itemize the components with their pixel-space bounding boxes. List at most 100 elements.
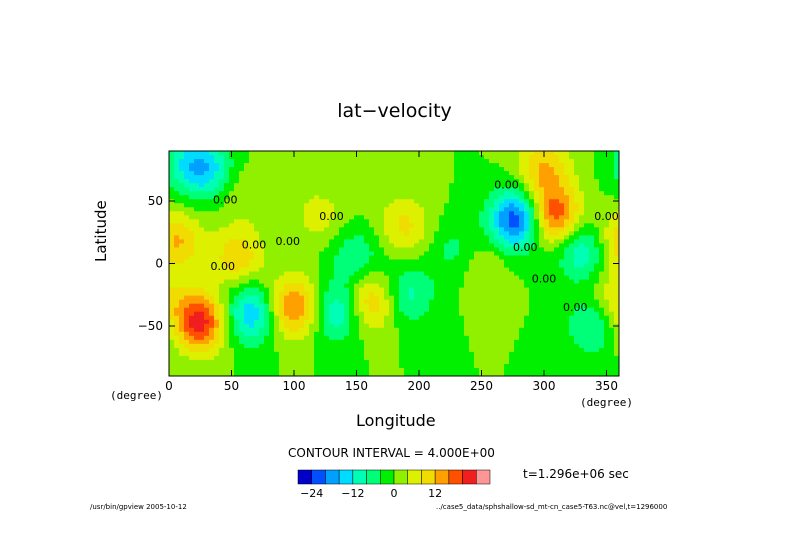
heat-cell [494,311,500,317]
heat-cell [509,259,515,265]
heat-cell [249,263,255,269]
heat-cell [599,195,605,200]
heat-cell [599,371,605,376]
heat-cell [474,231,480,236]
heat-cell [609,163,615,168]
heat-cell [279,231,285,236]
heat-cell [199,371,205,376]
heat-cell [539,199,545,204]
heat-cell [274,223,280,228]
heat-cell [304,171,310,176]
heat-cell [439,231,445,236]
heat-cell [514,315,520,321]
heat-cell [494,367,500,373]
heat-cell [304,291,310,297]
heat-cell [559,259,565,265]
heat-cell [524,159,530,164]
heat-cell [334,359,340,365]
heat-cell [524,271,530,277]
heat-cell [499,187,505,192]
heat-cell [464,151,470,156]
heat-cell [409,163,415,168]
heat-cell [354,263,360,269]
heat-cell [494,235,500,240]
heat-cell [419,251,425,257]
heat-cell [359,283,365,289]
heat-cell [559,211,565,216]
heat-cell [604,271,610,277]
heat-cell [554,267,560,273]
heat-cell [279,215,285,220]
heat-cell [399,343,405,349]
heat-cell [219,251,225,257]
heat-cell [589,183,595,188]
heat-cell [359,215,365,220]
heat-cell [359,267,365,273]
heat-cell [314,251,320,257]
heat-cell [234,351,240,357]
heat-cell [554,191,560,196]
heat-cell [359,175,365,180]
heat-cell [179,191,185,196]
heat-cell [409,303,415,309]
heat-cell [479,351,485,357]
heat-cell [309,295,315,301]
heat-cell [189,335,195,341]
heat-cell [464,307,470,313]
heat-cell [279,319,285,325]
heat-cell [554,227,560,232]
heat-cell [374,239,380,245]
heat-cell [224,295,230,301]
heat-cell [499,339,505,345]
heat-cell [519,307,525,313]
heat-cell [204,223,210,228]
heat-cell [194,347,200,353]
heat-cell [379,291,385,297]
heat-cell [474,223,480,228]
heat-cell [244,311,250,317]
heat-cell [439,251,445,257]
heat-cell [574,307,580,313]
heat-cell [499,175,505,180]
heat-cell [414,295,420,301]
heat-cell [444,199,450,204]
heat-cell [464,367,470,373]
heat-cell [429,311,435,317]
heat-cell [304,331,310,337]
heat-cell [579,155,585,160]
heat-cell [479,171,485,176]
heat-cell [364,183,370,188]
heat-cell [489,151,495,156]
heat-cell [569,295,575,301]
heat-cell [179,159,185,164]
heat-cell [474,359,480,365]
heat-cell [314,223,320,228]
heat-cell [589,155,595,160]
heat-cell [539,179,545,184]
heat-cell [594,267,600,273]
heat-cell [324,351,330,357]
heat-cell [209,243,215,249]
heat-cell [349,359,355,365]
heat-cell [199,347,205,353]
heat-cell [479,315,485,321]
heat-cell [239,359,245,365]
heat-cell [264,299,270,305]
heat-cell [184,151,190,156]
heat-cell [574,151,580,156]
heat-cell [169,355,175,361]
heat-cell [269,223,275,228]
heat-cell [264,211,270,216]
heat-cell [349,371,355,376]
heat-cell [284,239,290,245]
heat-cell [604,211,610,216]
heat-cell [239,231,245,236]
heat-cell [544,307,550,313]
heat-cell [319,311,325,317]
heat-cell [239,167,245,172]
heat-cell [349,219,355,224]
heat-cell [599,175,605,180]
heat-cell [549,303,555,309]
heat-cell [459,207,465,212]
heat-cell [174,275,180,281]
